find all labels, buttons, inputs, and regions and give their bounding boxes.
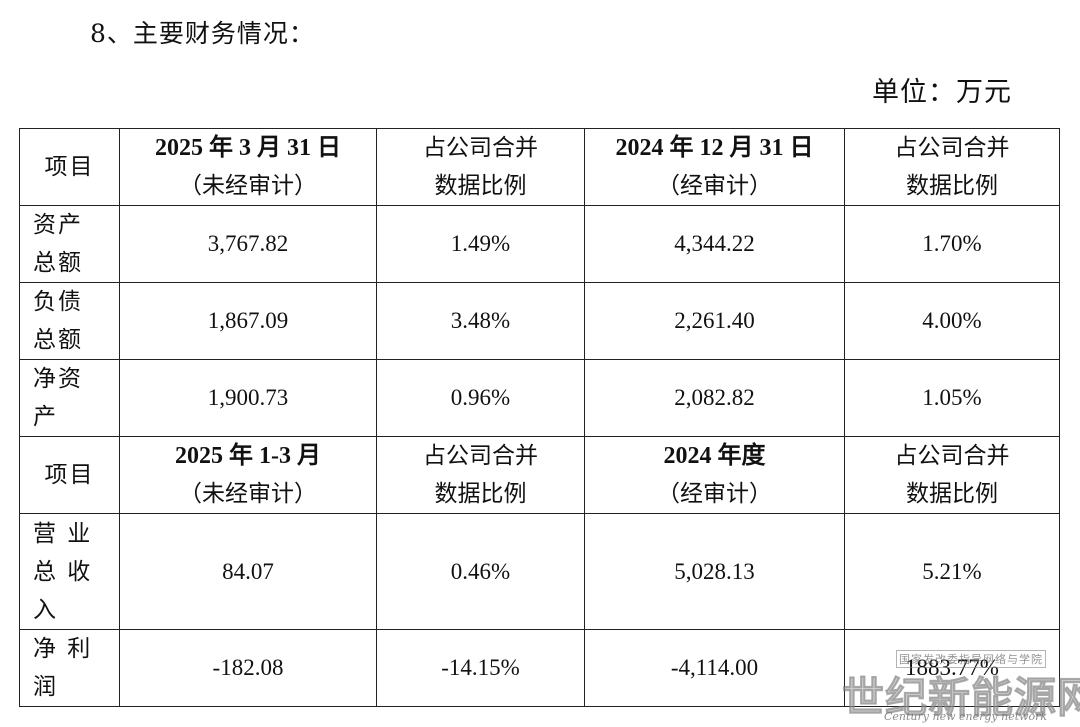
row-label: 营 业 总 收 入 — [19, 513, 120, 630]
cell-ratio: 1.05% — [844, 359, 1060, 437]
row-label: 资产 总额 — [19, 205, 120, 283]
table-row: 资产 总额 3,767.82 1.49% 4,344.22 1.70% — [19, 205, 1060, 283]
cell-ratio: -14.15% — [376, 629, 585, 707]
cell-ratio: 5.21% — [844, 513, 1060, 630]
row-label: 净资 产 — [19, 359, 120, 437]
row-label: 负债 总额 — [19, 282, 120, 360]
cell-value: -4,114.00 — [584, 629, 845, 707]
section-heading: 8、主要财务情况： — [90, 19, 315, 48]
cell-value: 5,028.13 — [584, 513, 845, 630]
cell-ratio: 1.49% — [376, 205, 585, 283]
table-row: 净资 产 1,900.73 0.96% 2,082.82 1.05% — [19, 359, 1060, 437]
cell-value: 2,261.40 — [584, 282, 845, 360]
table-row: 营 业 总 收 入 84.07 0.46% 5,028.13 5.21% — [19, 513, 1060, 630]
header-item: 项目 — [19, 128, 120, 206]
header-period-2: 2024 年度 （经审计） — [584, 436, 845, 514]
watermark-sub-text: Century new energy network — [884, 710, 1048, 723]
header-ratio-1: 占公司合并 数据比例 — [376, 128, 585, 206]
header-period-1: 2025 年 1-3 月 （未经审计） — [119, 436, 377, 514]
financial-table: 项目 2025 年 3 月 31 日 （未经审计） 占公司合并 数据比例 202… — [19, 128, 1060, 707]
cell-value: -182.08 — [119, 629, 377, 707]
cell-value: 1,867.09 — [119, 282, 377, 360]
header-ratio-1: 占公司合并 数据比例 — [376, 436, 585, 514]
cell-ratio: 1.70% — [844, 205, 1060, 283]
row-label: 净 利 润 — [19, 629, 120, 707]
cell-ratio: 0.46% — [376, 513, 585, 630]
table-row: 净 利 润 -182.08 -14.15% -4,114.00 1883.77% — [19, 629, 1060, 707]
cell-value: 4,344.22 — [584, 205, 845, 283]
cell-ratio: 3.48% — [376, 282, 585, 360]
cell-ratio: 1883.77% — [844, 629, 1060, 707]
table-row: 负债 总额 1,867.09 3.48% 2,261.40 4.00% — [19, 282, 1060, 360]
header-item: 项目 — [19, 436, 120, 514]
cell-value: 2,082.82 — [584, 359, 845, 437]
cell-value: 84.07 — [119, 513, 377, 630]
table-header-row: 项目 2025 年 1-3 月 （未经审计） 占公司合并 数据比例 2024 年… — [19, 436, 1060, 514]
header-period-2: 2024 年 12 月 31 日 （经审计） — [584, 128, 845, 206]
header-ratio-2: 占公司合并 数据比例 — [844, 128, 1060, 206]
cell-ratio: 0.96% — [376, 359, 585, 437]
table-header-row: 项目 2025 年 3 月 31 日 （未经审计） 占公司合并 数据比例 202… — [19, 128, 1060, 206]
cell-value: 1,900.73 — [119, 359, 377, 437]
header-period-1: 2025 年 3 月 31 日 （未经审计） — [119, 128, 377, 206]
cell-value: 3,767.82 — [119, 205, 377, 283]
cell-ratio: 4.00% — [844, 282, 1060, 360]
header-ratio-2: 占公司合并 数据比例 — [844, 436, 1060, 514]
unit-label: 单位：万元 — [872, 77, 1012, 108]
